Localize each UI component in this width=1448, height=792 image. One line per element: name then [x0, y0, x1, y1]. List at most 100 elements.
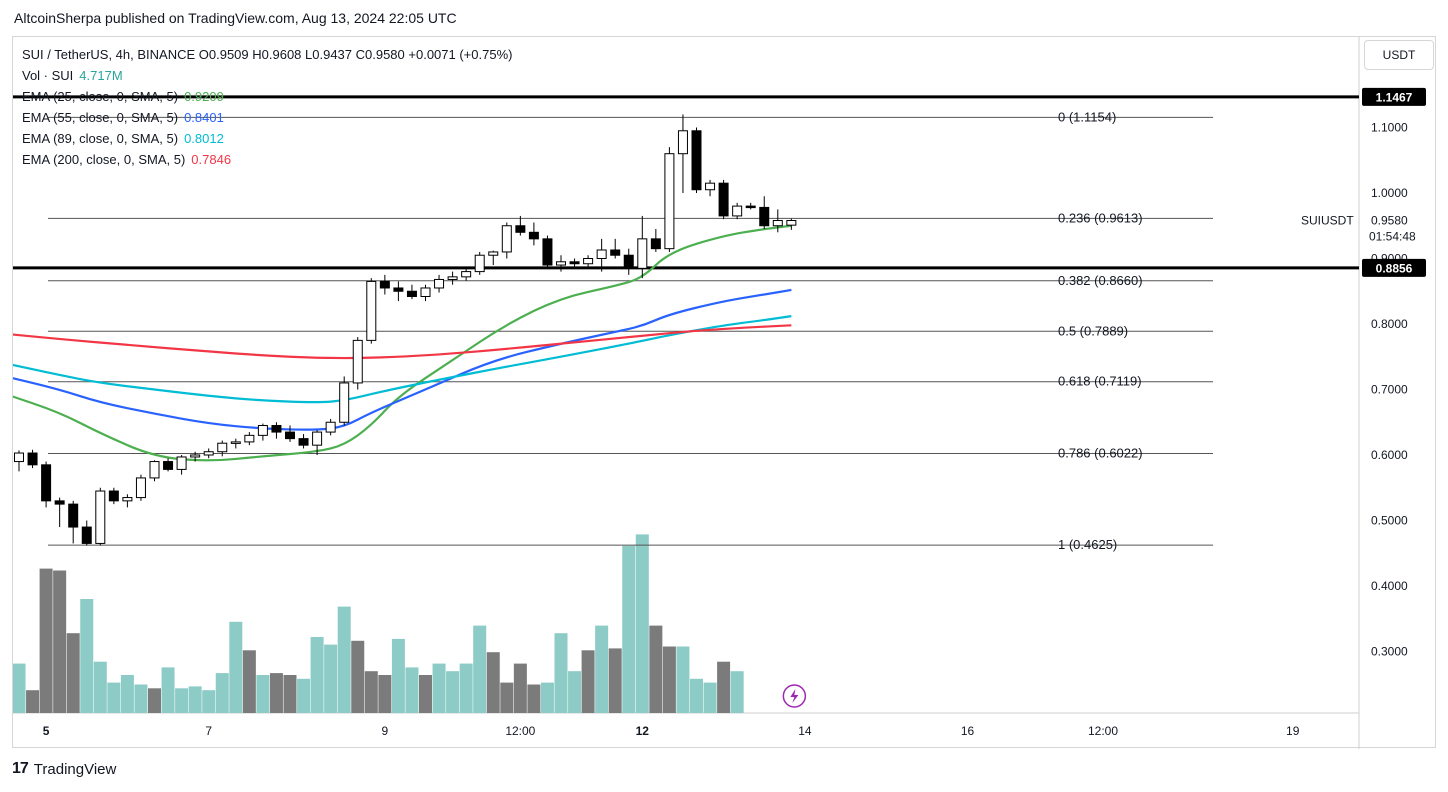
- volume-legend[interactable]: Vol · SUI 4.717M: [22, 65, 512, 86]
- candle[interactable]: [68, 503, 79, 528]
- candle[interactable]: [406, 290, 417, 297]
- ema-200-legend[interactable]: EMA (200, close, 0, SMA, 5) 0.7846: [22, 149, 512, 170]
- fib-level-label: 0.382 (0.8660): [1058, 273, 1143, 288]
- candle[interactable]: [108, 490, 119, 502]
- x-tick-label: 12: [636, 724, 650, 738]
- ema-value: 0.8401: [184, 110, 224, 125]
- candle[interactable]: [732, 205, 743, 217]
- x-tick-label: 16: [961, 724, 975, 738]
- candle[interactable]: [420, 287, 431, 297]
- candle[interactable]: [325, 421, 336, 433]
- price-label-box: [1362, 87, 1426, 106]
- candle[interactable]: [41, 464, 52, 502]
- price-label-text: 1.1467: [1376, 90, 1413, 104]
- volume-bar: [486, 652, 500, 713]
- candle[interactable]: [677, 130, 688, 155]
- candle[interactable]: [718, 182, 729, 217]
- candle[interactable]: [190, 454, 201, 458]
- candle[interactable]: [149, 461, 160, 479]
- candle[interactable]: [81, 526, 92, 544]
- candle[interactable]: [705, 182, 716, 191]
- candle[interactable]: [596, 249, 607, 260]
- y-tick-label: 0.4000: [1371, 579, 1408, 593]
- volume-bar: [26, 690, 40, 713]
- candle[interactable]: [474, 254, 485, 273]
- candle[interactable]: [203, 451, 214, 456]
- candle[interactable]: [610, 249, 621, 256]
- volume-bar: [188, 686, 202, 713]
- candle[interactable]: [650, 238, 661, 250]
- currency-button[interactable]: USDT: [1364, 40, 1434, 70]
- candle[interactable]: [217, 442, 228, 453]
- candle[interactable]: [542, 238, 553, 266]
- ema-89-legend[interactable]: EMA (89, close, 0, SMA, 5) 0.8012: [22, 128, 512, 149]
- candle[interactable]: [230, 441, 241, 444]
- candle[interactable]: [447, 276, 458, 280]
- volume-bar: [676, 646, 690, 713]
- candle[interactable]: [163, 461, 174, 470]
- candle[interactable]: [27, 452, 38, 466]
- candle[interactable]: [623, 254, 634, 269]
- price-label-text: 0.8856: [1376, 261, 1413, 275]
- candle[interactable]: [569, 261, 580, 265]
- chart-legend: SUI / TetherUS, 4h, BINANCE O0.9509 H0.9…: [22, 44, 512, 170]
- candle[interactable]: [339, 382, 350, 423]
- candle[interactable]: [664, 153, 675, 250]
- candle[interactable]: [312, 431, 323, 446]
- candle[interactable]: [366, 280, 377, 341]
- candle[interactable]: [501, 225, 512, 253]
- volume-bar: [554, 633, 568, 713]
- candle[interactable]: [528, 231, 539, 240]
- candle[interactable]: [691, 130, 702, 191]
- candle[interactable]: [271, 425, 282, 433]
- price-chart[interactable]: 1.10001.00000.90000.80000.70000.60000.50…: [13, 37, 1437, 749]
- symbol-ohlc[interactable]: SUI / TetherUS, 4h, BINANCE O0.9509 H0.9…: [22, 47, 513, 62]
- candle[interactable]: [379, 280, 390, 289]
- y-tick-label: 0.5000: [1371, 514, 1408, 528]
- volume-bar: [107, 682, 121, 713]
- candle[interactable]: [488, 251, 499, 256]
- candle[interactable]: [257, 425, 268, 436]
- volume-bar: [608, 648, 622, 713]
- candle[interactable]: [298, 438, 309, 446]
- candle[interactable]: [54, 500, 65, 505]
- candle[interactable]: [583, 258, 594, 265]
- candle[interactable]: [244, 434, 255, 443]
- candle[interactable]: [285, 431, 295, 440]
- volume-bar: [80, 599, 94, 713]
- candle[interactable]: [786, 220, 797, 226]
- volume-bar: [703, 682, 717, 713]
- candle[interactable]: [14, 452, 24, 463]
- candle[interactable]: [759, 206, 770, 227]
- price-label-box: [1362, 258, 1426, 277]
- ema-25-legend[interactable]: EMA (25, close, 0, SMA, 5) 0.9209: [22, 86, 512, 107]
- x-tick-label: 9: [382, 724, 389, 738]
- x-tick-label: 12:00: [505, 724, 535, 738]
- candle[interactable]: [352, 339, 363, 384]
- candle[interactable]: [556, 261, 566, 266]
- volume-bar: [297, 678, 311, 713]
- tradingview-footer[interactable]: 17 TradingView: [12, 760, 116, 778]
- chart-panel[interactable]: 1.1000 1.0000 0.9000 0.8000 0.7000 0.6000 0.50…: [12, 36, 1437, 749]
- candle[interactable]: [772, 220, 783, 227]
- volume-bar: [66, 633, 80, 713]
- candle[interactable]: [515, 225, 526, 233]
- volume-bar: [310, 637, 324, 713]
- ema-55-legend[interactable]: EMA (55, close, 0, SMA, 5) 0.8401: [22, 107, 512, 128]
- candle[interactable]: [434, 278, 445, 289]
- candle[interactable]: [393, 287, 404, 292]
- candle[interactable]: [637, 238, 648, 269]
- candle[interactable]: [95, 490, 106, 544]
- volume-bar: [419, 675, 432, 713]
- candle[interactable]: [176, 456, 187, 470]
- volume-label: Vol · SUI: [22, 68, 74, 83]
- candle[interactable]: [135, 477, 146, 499]
- candle[interactable]: [122, 497, 133, 502]
- volume-bar: [717, 661, 731, 713]
- fib-level-label: 0.236 (0.9613): [1058, 210, 1143, 225]
- y-tick-label: 0.3000: [1371, 645, 1408, 659]
- volume-bar: [540, 682, 554, 713]
- candle[interactable]: [745, 205, 756, 209]
- volume-bar: [324, 644, 338, 713]
- candle[interactable]: [461, 271, 472, 278]
